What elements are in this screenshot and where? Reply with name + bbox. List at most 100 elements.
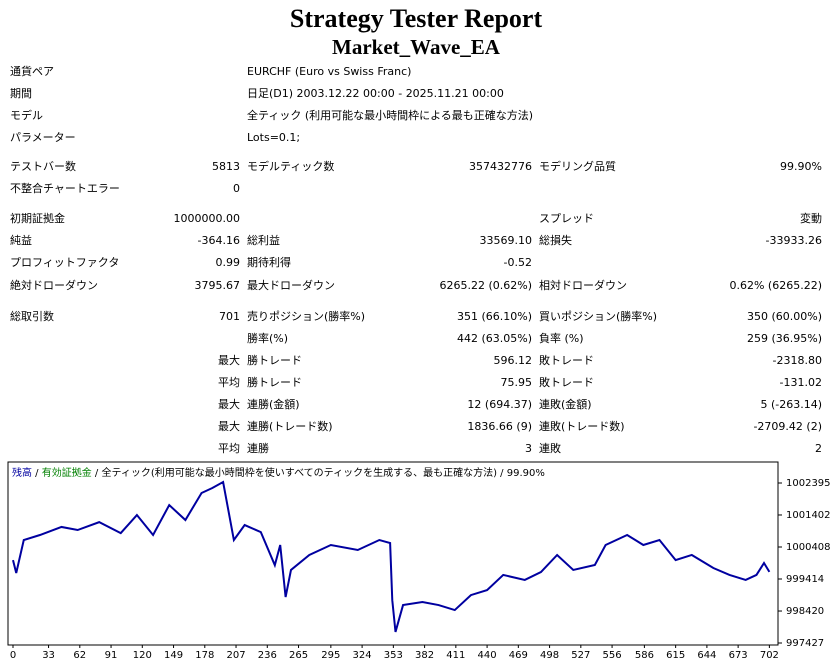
stat-label: 負率 (%) bbox=[539, 332, 584, 345]
stat-label: 総損失 bbox=[539, 234, 572, 247]
stat-value: 3 bbox=[525, 442, 532, 455]
title: Strategy Tester Report bbox=[289, 4, 543, 33]
stat-value: 33569.10 bbox=[479, 234, 533, 247]
stat-value: 0.99 bbox=[215, 256, 241, 269]
stat-label: 連勝(金額) bbox=[247, 398, 300, 411]
stat-value: -0.52 bbox=[503, 256, 532, 269]
x-tick-label: 0 bbox=[10, 650, 16, 661]
info-label: 通貨ペア bbox=[10, 65, 54, 78]
y-tick-label: 997427 bbox=[786, 638, 824, 649]
stat-label: 売りポジション(勝率%) bbox=[247, 310, 366, 323]
stat-label: 連敗(トレード数) bbox=[539, 420, 625, 433]
stat-label: 期待利得 bbox=[247, 256, 291, 269]
stat-label: 勝トレード bbox=[247, 376, 302, 389]
x-tick-label: 207 bbox=[226, 650, 245, 661]
stat-label: 連勝(トレード数) bbox=[247, 420, 333, 433]
stat-label: 連勝 bbox=[247, 442, 269, 455]
stat-label: 総取引数 bbox=[10, 310, 54, 323]
y-tick-label: 1000408 bbox=[786, 542, 831, 553]
stat-value: 平均 bbox=[218, 442, 240, 455]
stat-value: -33933.26 bbox=[765, 234, 822, 247]
x-tick-label: 91 bbox=[105, 650, 118, 661]
x-tick-label: 644 bbox=[697, 650, 716, 661]
x-tick-label: 469 bbox=[509, 650, 528, 661]
subtitle: Market_Wave_EA bbox=[332, 35, 500, 59]
y-tick-label: 999414 bbox=[786, 574, 824, 585]
stat-value: 442 (63.05%) bbox=[456, 332, 532, 345]
x-tick-label: 411 bbox=[446, 650, 465, 661]
stat-value: -131.02 bbox=[779, 376, 822, 389]
info-value: EURCHF (Euro vs Swiss Franc) bbox=[247, 65, 412, 78]
x-tick-label: 702 bbox=[760, 650, 779, 661]
x-tick-label: 324 bbox=[353, 650, 372, 661]
stat-label: 最大ドローダウン bbox=[247, 279, 335, 292]
stat-label: スプレッド bbox=[539, 212, 594, 225]
stat-label: 勝率(%) bbox=[247, 332, 289, 345]
stat-value: -364.16 bbox=[197, 234, 240, 247]
stat-value: 2 bbox=[815, 442, 822, 455]
stat-label: モデルティック数 bbox=[247, 160, 335, 173]
stat-value: 最大 bbox=[218, 420, 240, 433]
y-tick-label: 1001402 bbox=[786, 510, 831, 521]
stat-value: 5813 bbox=[212, 160, 240, 173]
info-value: 全ティック (利用可能な最小時間枠による最も正確な方法) bbox=[247, 109, 534, 122]
stat-label: 連敗 bbox=[539, 442, 561, 455]
stat-label: 純益 bbox=[10, 234, 32, 247]
x-tick-label: 265 bbox=[289, 650, 308, 661]
legend-entry: 残高 bbox=[12, 466, 32, 479]
legend-entry: 有効証拠金 bbox=[42, 466, 92, 479]
stat-label: 敗トレード bbox=[539, 376, 594, 389]
stat-label: 勝トレード bbox=[247, 354, 302, 367]
stat-label: 相対ドローダウン bbox=[539, 279, 627, 292]
stat-value: 350 (60.00%) bbox=[746, 310, 822, 323]
info-label: 期間 bbox=[10, 87, 32, 100]
stat-value: 5 (-263.14) bbox=[760, 398, 822, 411]
stat-value: 12 (694.37) bbox=[467, 398, 532, 411]
stat-label: 連敗(金額) bbox=[539, 398, 592, 411]
x-tick-label: 353 bbox=[384, 650, 403, 661]
stat-label: モデリング品質 bbox=[539, 160, 616, 173]
stat-value: 75.95 bbox=[500, 376, 533, 389]
stat-label: 初期証拠金 bbox=[10, 212, 65, 225]
x-tick-label: 556 bbox=[603, 650, 622, 661]
stat-label: 総利益 bbox=[247, 234, 280, 247]
x-tick-label: 295 bbox=[321, 650, 340, 661]
stat-value: -2709.42 (2) bbox=[753, 420, 822, 433]
stat-label: 敗トレード bbox=[539, 354, 594, 367]
stat-value: 357432776 bbox=[469, 160, 532, 173]
stat-value: 平均 bbox=[218, 376, 240, 389]
info-value: 日足(D1) 2003.12.22 00:00 - 2025.11.21 00:… bbox=[247, 87, 504, 100]
x-tick-label: 382 bbox=[415, 650, 434, 661]
stat-value: 1000000.00 bbox=[173, 212, 240, 225]
info-label: モデル bbox=[10, 109, 43, 122]
chart-frame bbox=[7, 461, 779, 646]
x-tick-label: 615 bbox=[666, 650, 685, 661]
stat-label: 買いポジション(勝率%) bbox=[539, 310, 658, 323]
legend: 残高 / 有効証拠金 / 全ティック(利用可能な最小時間枠を使いすべてのティック… bbox=[12, 466, 545, 479]
stat-value: 変動 bbox=[800, 212, 822, 225]
x-tick-label: 120 bbox=[133, 650, 152, 661]
info-value: Lots=0.1; bbox=[247, 131, 301, 144]
y-tick-label: 1002395 bbox=[786, 478, 831, 489]
stat-value: 596.12 bbox=[493, 354, 533, 367]
x-tick-label: 33 bbox=[42, 650, 55, 661]
stat-value: 351 (66.10%) bbox=[456, 310, 532, 323]
stat-value: 1836.66 (9) bbox=[467, 420, 532, 433]
legend-entry: 全ティック(利用可能な最小時間枠を使いすべてのティックを生成する、最も正確な方法… bbox=[101, 466, 497, 479]
stat-label: 絶対ドローダウン bbox=[10, 279, 98, 292]
x-tick-label: 673 bbox=[729, 650, 748, 661]
stat-value: 701 bbox=[219, 310, 240, 323]
x-tick-label: 236 bbox=[258, 650, 277, 661]
x-tick-label: 440 bbox=[478, 650, 497, 661]
stat-value: 最大 bbox=[218, 398, 240, 411]
stat-value: 0.62% (6265.22) bbox=[729, 279, 822, 292]
info-label: パラメーター bbox=[10, 131, 76, 144]
stat-value: 99.90% bbox=[780, 160, 822, 173]
stat-label: テストバー数 bbox=[10, 160, 76, 173]
x-tick-label: 149 bbox=[164, 650, 183, 661]
stat-label: 不整合チャートエラー bbox=[10, 182, 120, 195]
stat-value: 最大 bbox=[218, 354, 240, 367]
x-tick-label: 178 bbox=[195, 650, 214, 661]
